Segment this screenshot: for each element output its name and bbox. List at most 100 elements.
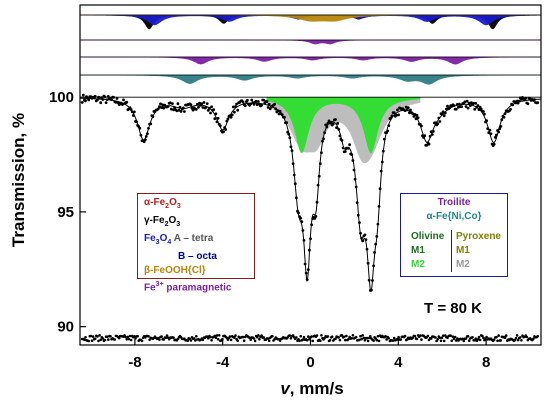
residual-point <box>471 336 474 339</box>
residual-point <box>504 334 508 337</box>
temperature-label: T = 80 K <box>424 300 482 317</box>
spectrum-point <box>300 220 304 224</box>
residual-point <box>334 337 337 341</box>
spectrum-point <box>356 213 360 217</box>
spectrum-point <box>218 124 222 128</box>
residual-point <box>350 337 354 340</box>
residual-point <box>340 334 344 337</box>
spectrum-point <box>105 98 109 101</box>
spectrum-point <box>210 105 214 109</box>
spectrum-point <box>497 130 500 134</box>
spectrum-point <box>378 187 382 191</box>
spectrum-point <box>331 122 335 126</box>
spectrum-point <box>303 262 307 266</box>
residual-point <box>454 339 458 342</box>
legend-gamma-o: O <box>168 215 177 226</box>
spectrum-point <box>297 211 300 215</box>
residual-point <box>354 335 358 339</box>
legend-fe3-text: Fe <box>144 282 156 294</box>
spectrum-point <box>440 112 444 116</box>
residual-point <box>366 339 370 343</box>
legend-pyroxene-col: Pyroxene M1 M2 <box>450 230 501 272</box>
residual-point <box>519 336 522 339</box>
spectrum-point <box>226 117 230 121</box>
legend-alpha-o: O <box>169 197 177 208</box>
spectrum-point <box>267 102 271 106</box>
legend-gamma-sub1: 2 <box>164 221 169 228</box>
spectrum-point <box>493 135 497 139</box>
spectrum-point <box>266 106 270 109</box>
spectrum-point <box>285 121 288 125</box>
residual-point <box>299 334 303 338</box>
residual-point <box>315 334 319 337</box>
residual-point <box>419 334 422 337</box>
spectrum-point <box>463 100 467 104</box>
residual-point <box>520 339 523 342</box>
residual-point <box>229 338 233 342</box>
residual-point <box>126 335 130 339</box>
spectrum-point <box>381 149 385 153</box>
spectrum-point <box>225 119 229 123</box>
residual-point <box>434 336 437 339</box>
legend-fe3-sup: 3+ <box>155 281 164 288</box>
legend-gamma-text: γ-Fe <box>144 215 165 226</box>
spectrum-point <box>377 205 381 208</box>
residual-point <box>384 334 387 338</box>
spectrum-point <box>171 102 174 105</box>
residual-point <box>267 339 271 343</box>
spectrum-point <box>212 108 216 111</box>
residual-point <box>439 339 443 343</box>
spectrum-point <box>500 118 504 122</box>
residual-point <box>482 336 485 340</box>
y-tick-label: 100 <box>49 89 74 106</box>
spectrum-point <box>347 146 350 150</box>
spectrum-point <box>129 108 133 111</box>
residual-point <box>209 335 212 339</box>
spectrum-point <box>276 109 280 113</box>
spectrum-point <box>361 239 365 243</box>
spectrum-point <box>110 98 113 101</box>
spectrum-point <box>466 106 470 110</box>
spectrum-point <box>434 121 437 125</box>
residual-point <box>117 336 121 340</box>
residual-point <box>266 337 270 340</box>
spectrum-point <box>273 102 276 106</box>
spectrum-point <box>204 105 208 109</box>
spectrum-point <box>243 104 247 108</box>
spectrum-point <box>502 115 506 119</box>
spectrum-point <box>254 99 258 103</box>
spectrum-point <box>409 108 412 112</box>
spectrum-point <box>363 233 367 237</box>
spectrum-point <box>404 105 408 109</box>
residual-point <box>249 338 252 342</box>
spectrum-point <box>278 109 282 113</box>
spectrum-point <box>289 145 293 149</box>
spectrum-point <box>315 200 319 204</box>
spectrum-point <box>87 98 91 102</box>
spectrum-point <box>135 120 139 124</box>
residual-point <box>186 339 189 343</box>
spectrum-point <box>198 101 202 105</box>
residual-point <box>496 339 499 343</box>
spectrum-point <box>161 103 165 107</box>
spectrum-point <box>431 130 435 133</box>
residual-point <box>503 336 507 340</box>
spectrum-point <box>84 99 87 103</box>
spectrum-point <box>175 109 179 113</box>
spectrum-point <box>173 106 177 109</box>
residual-point <box>165 334 169 337</box>
spectrum-point <box>340 139 344 142</box>
spectrum-point <box>336 122 340 125</box>
spectrum-point <box>235 102 239 106</box>
residual-point <box>125 338 129 341</box>
spectrum-point <box>477 108 481 111</box>
legend-fe3o4-sub2: 4 <box>167 239 172 246</box>
spectrum-point <box>215 120 219 124</box>
spectrum-point <box>341 146 345 150</box>
spectrum-point <box>536 101 540 105</box>
residual-point <box>228 335 232 338</box>
residual-point <box>377 339 381 343</box>
residual-point <box>319 339 322 343</box>
legend-fe3o4-b: B – octa <box>144 250 248 264</box>
spectrum-point <box>467 101 471 105</box>
